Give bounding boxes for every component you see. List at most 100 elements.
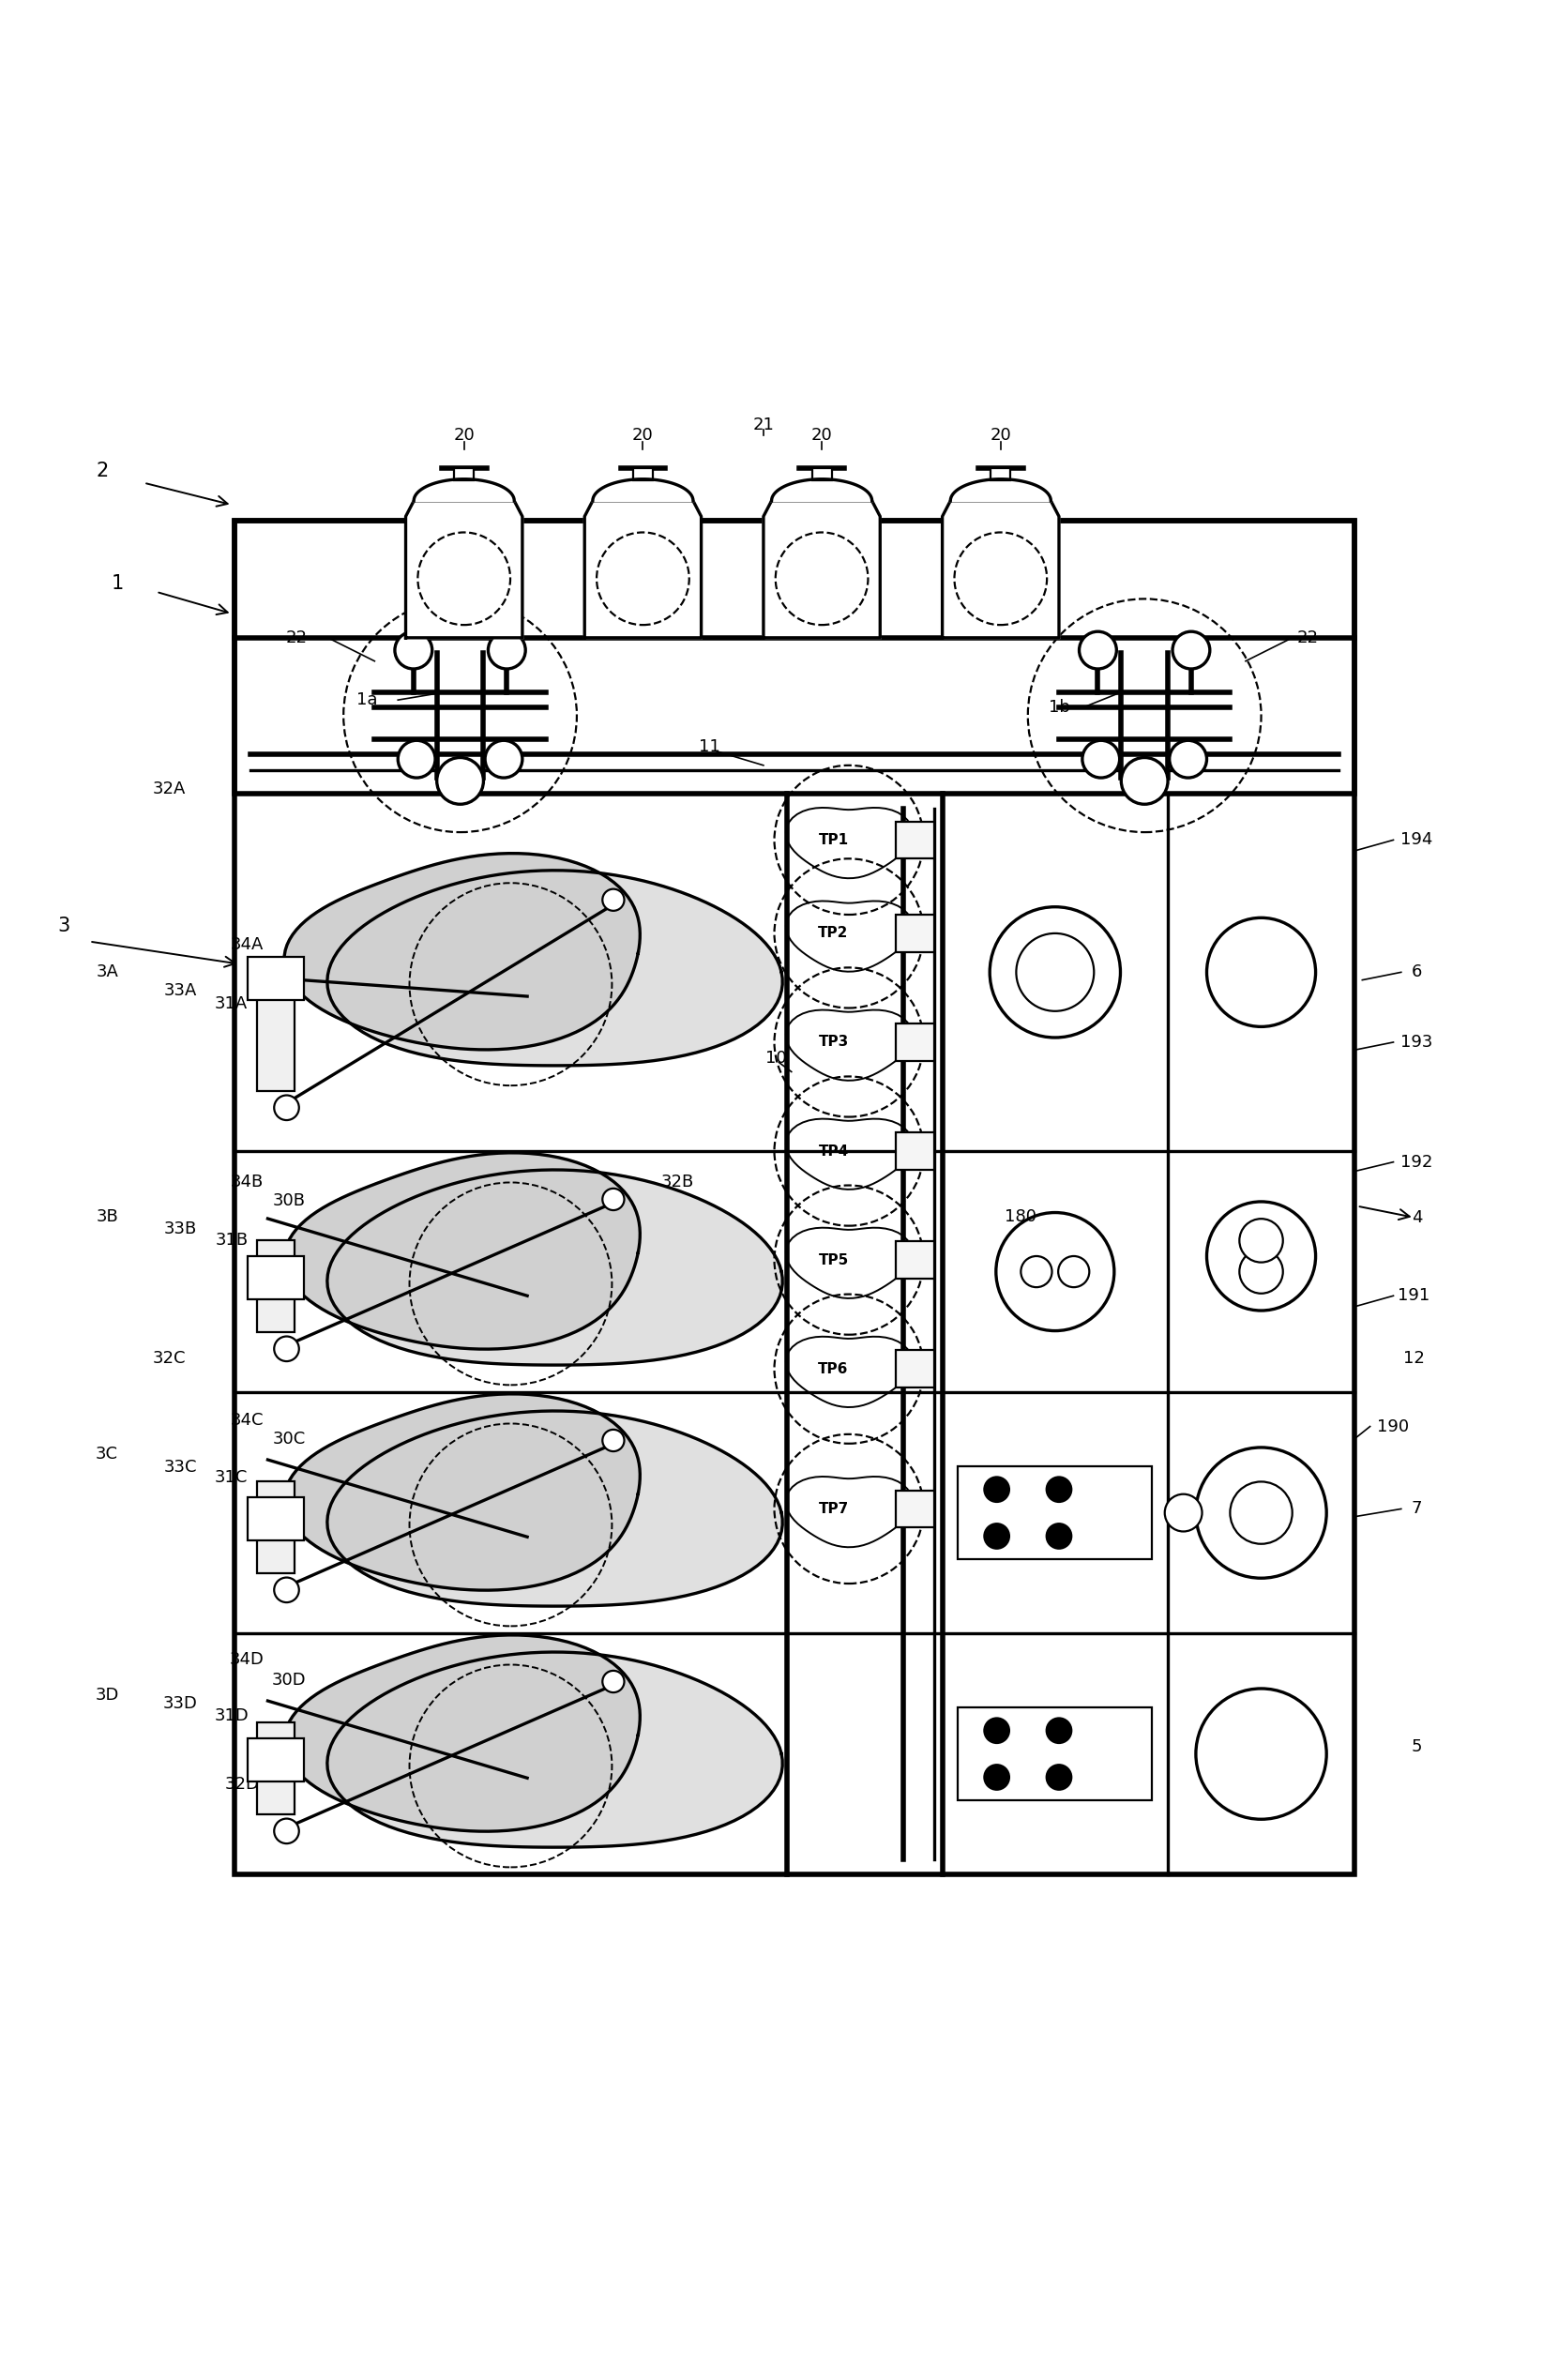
Polygon shape [327, 1411, 782, 1606]
Circle shape [603, 1188, 625, 1209]
Circle shape [488, 631, 525, 669]
Text: 7: 7 [1412, 1499, 1422, 1518]
Circle shape [1240, 1219, 1282, 1261]
Text: 191: 191 [1398, 1288, 1430, 1304]
Text: TP3: TP3 [818, 1035, 849, 1050]
Text: 21: 21 [753, 416, 774, 433]
Circle shape [1207, 919, 1315, 1026]
Polygon shape [584, 500, 701, 638]
Text: 32A: 32A [153, 781, 185, 797]
Text: 3: 3 [58, 916, 70, 935]
Text: 22: 22 [1298, 628, 1318, 647]
Text: 1a: 1a [357, 693, 377, 709]
Text: 194: 194 [1401, 831, 1433, 847]
Bar [453, 469, 474, 481]
Circle shape [397, 740, 435, 778]
Bar [991, 469, 1011, 481]
Text: 32C: 32C [153, 1349, 185, 1366]
Text: 33D: 33D [164, 1695, 198, 1711]
Circle shape [996, 1211, 1114, 1330]
Text: 190: 190 [1377, 1418, 1410, 1435]
Circle shape [985, 1718, 1010, 1742]
Polygon shape [327, 1652, 782, 1847]
Bar [896, 821, 935, 859]
Text: 34B: 34B [231, 1173, 263, 1190]
Circle shape [1016, 933, 1094, 1011]
Circle shape [1240, 1250, 1282, 1292]
Text: 11: 11 [698, 738, 720, 754]
Circle shape [1020, 1257, 1052, 1288]
Text: 34C: 34C [231, 1411, 263, 1428]
Polygon shape [327, 1171, 782, 1366]
Circle shape [1197, 1447, 1326, 1578]
Text: 34D: 34D [229, 1652, 265, 1668]
Text: 2: 2 [97, 462, 109, 481]
Text: 20: 20 [989, 426, 1011, 445]
Text: 31A: 31A [215, 995, 248, 1011]
Bar [896, 1133, 935, 1171]
Text: 33C: 33C [164, 1459, 196, 1476]
Bar [257, 1240, 294, 1333]
Text: 20: 20 [812, 426, 832, 445]
Text: 31D: 31D [215, 1706, 249, 1723]
Text: 1b: 1b [1049, 700, 1070, 716]
Bar [235, 521, 1354, 793]
Polygon shape [763, 500, 880, 638]
Circle shape [1173, 631, 1211, 669]
Bar [248, 1737, 304, 1783]
Polygon shape [284, 854, 640, 1050]
Text: 3C: 3C [95, 1447, 118, 1464]
Bar [896, 1349, 935, 1388]
Circle shape [1122, 757, 1168, 804]
Polygon shape [950, 478, 1052, 500]
Text: 33A: 33A [164, 983, 196, 1000]
Circle shape [274, 1338, 299, 1361]
Bar [257, 1000, 294, 1090]
Polygon shape [771, 478, 872, 500]
Bar [958, 1466, 1153, 1559]
Text: 30C: 30C [273, 1430, 305, 1447]
Circle shape [274, 1818, 299, 1844]
Circle shape [985, 1523, 1010, 1549]
Bar [896, 1242, 935, 1278]
Bar [257, 1480, 294, 1573]
Text: 33B: 33B [164, 1221, 196, 1238]
Bar [958, 1706, 1153, 1802]
Bar [896, 1490, 935, 1528]
Text: 192: 192 [1401, 1154, 1433, 1171]
Text: 10: 10 [765, 1050, 787, 1066]
Text: 1: 1 [112, 574, 125, 593]
Circle shape [1083, 740, 1120, 778]
Text: TP2: TP2 [818, 926, 849, 940]
Polygon shape [592, 478, 693, 500]
Text: 30D: 30D [273, 1671, 307, 1687]
Circle shape [1047, 1766, 1072, 1790]
Text: 22: 22 [287, 628, 307, 647]
Text: 20: 20 [633, 426, 653, 445]
Text: TP7: TP7 [818, 1502, 849, 1516]
Circle shape [1197, 1687, 1326, 1818]
Text: 31C: 31C [215, 1468, 248, 1485]
Text: TP5: TP5 [818, 1252, 849, 1266]
Circle shape [603, 1430, 625, 1452]
Bar [812, 469, 832, 481]
Text: 32B: 32B [661, 1173, 695, 1190]
Text: 6: 6 [1412, 964, 1422, 981]
Circle shape [1047, 1718, 1072, 1742]
Text: 12: 12 [1402, 1349, 1424, 1366]
Circle shape [989, 907, 1120, 1038]
Bar [896, 1023, 935, 1061]
Polygon shape [284, 1152, 640, 1349]
Circle shape [1047, 1478, 1072, 1502]
Bar [257, 1723, 294, 1814]
Polygon shape [405, 500, 522, 638]
Circle shape [1058, 1257, 1089, 1288]
Text: TP4: TP4 [818, 1145, 849, 1159]
Circle shape [394, 631, 432, 669]
Text: 3B: 3B [97, 1209, 118, 1226]
Polygon shape [284, 1635, 640, 1830]
Circle shape [603, 890, 625, 912]
Bar [248, 1497, 304, 1540]
Circle shape [436, 757, 483, 804]
Text: TP1: TP1 [818, 833, 849, 847]
